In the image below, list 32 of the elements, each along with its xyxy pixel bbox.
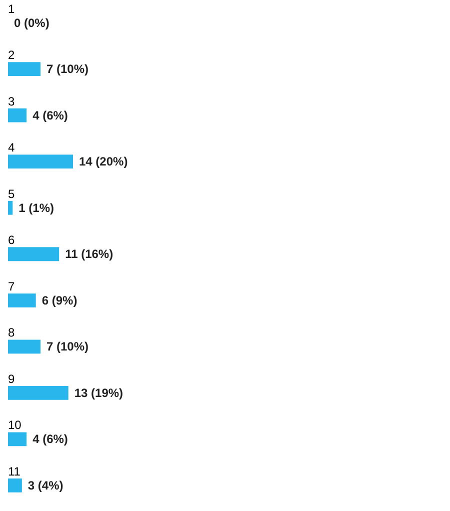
y-tick-label: 7	[8, 279, 15, 294]
data-label: 0 (0%)	[14, 16, 50, 30]
data-label: 4 (6%)	[32, 108, 68, 122]
data-label: 1 (1%)	[18, 200, 54, 215]
bar	[8, 478, 22, 492]
bar	[8, 386, 68, 400]
bar	[8, 432, 27, 446]
y-tick-label: 3	[8, 94, 15, 108]
data-label: 7 (10%)	[46, 340, 89, 354]
bar	[8, 108, 27, 122]
y-tick-label: 11	[8, 464, 21, 478]
bar	[8, 154, 73, 169]
bar	[8, 247, 60, 262]
y-tick-label: 2	[8, 48, 15, 62]
y-tick-label: 10	[8, 418, 22, 432]
bar	[8, 340, 40, 354]
y-tick-label: 6	[8, 233, 15, 248]
data-label: 6 (9%)	[42, 293, 78, 308]
bar	[8, 62, 40, 76]
data-label: 4 (6%)	[32, 432, 68, 446]
y-tick-label: 1	[8, 2, 15, 16]
y-tick-label: 5	[8, 186, 15, 201]
data-label: 11 (16%)	[65, 247, 114, 262]
bar	[8, 293, 36, 308]
y-tick-label: 4	[8, 140, 15, 155]
bar	[8, 200, 13, 215]
data-label: 7 (10%)	[46, 62, 89, 76]
data-label: 13 (19%)	[74, 386, 124, 400]
data-label: 14 (20%)	[79, 154, 128, 169]
y-tick-label: 8	[8, 326, 15, 340]
data-label: 3 (4%)	[28, 478, 64, 492]
y-tick-label: 9	[8, 372, 15, 386]
